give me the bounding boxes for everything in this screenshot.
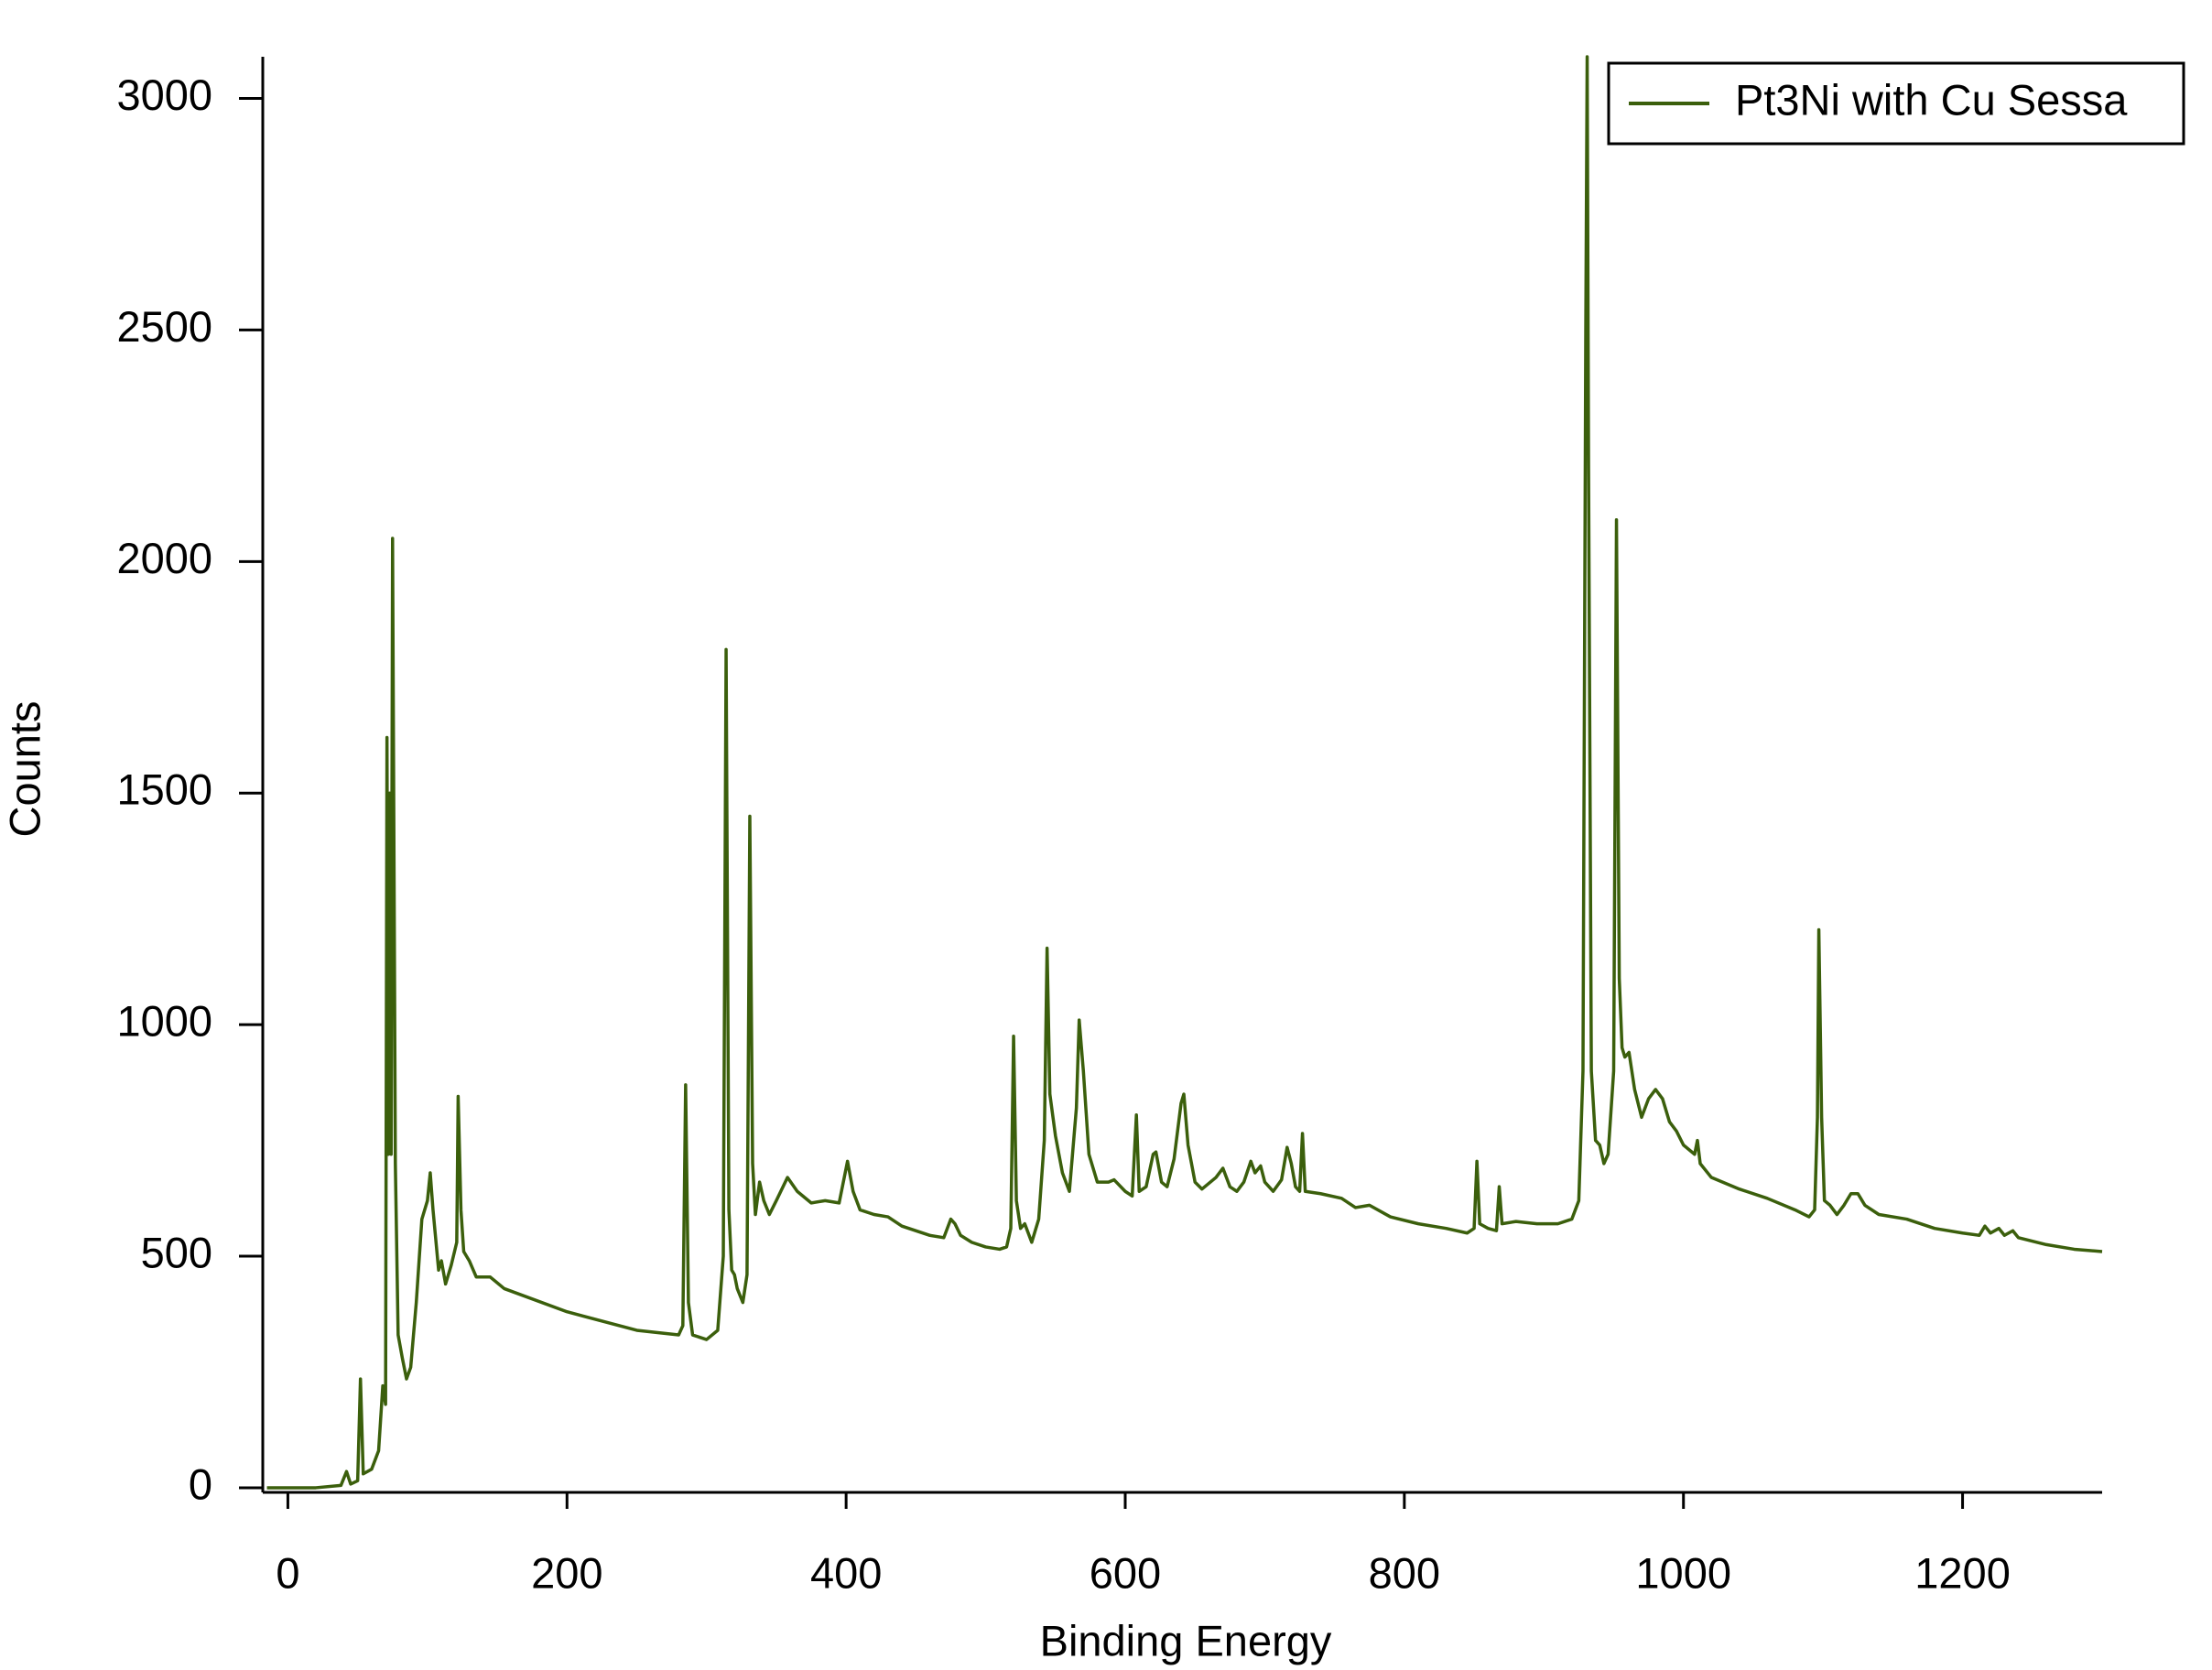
x-tick-label: 400	[810, 1548, 882, 1597]
x-tick-label: 0	[276, 1548, 299, 1597]
y-tick-label: 0	[189, 1459, 212, 1508]
y-tick-label: 1500	[116, 765, 212, 814]
x-tick-label: 200	[531, 1548, 602, 1597]
x-tick-label: 1000	[1635, 1548, 1731, 1597]
x-tick-label: 800	[1369, 1548, 1440, 1597]
y-axis-label: Counts	[0, 701, 49, 838]
y-tick-label: 3000	[116, 70, 212, 119]
legend-label: Pt3Ni with Cu Sessa	[1735, 75, 2128, 124]
y-tick-label: 2500	[116, 302, 212, 351]
x-tick-label: 1200	[1914, 1548, 2011, 1597]
x-axis-label: Binding Energy	[1040, 1616, 1332, 1665]
y-tick-label: 1000	[116, 997, 212, 1046]
y-tick-label: 500	[141, 1228, 212, 1276]
x-tick-label: 600	[1090, 1548, 1161, 1597]
series-line	[266, 55, 2103, 1490]
y-tick-label: 2000	[116, 534, 212, 582]
